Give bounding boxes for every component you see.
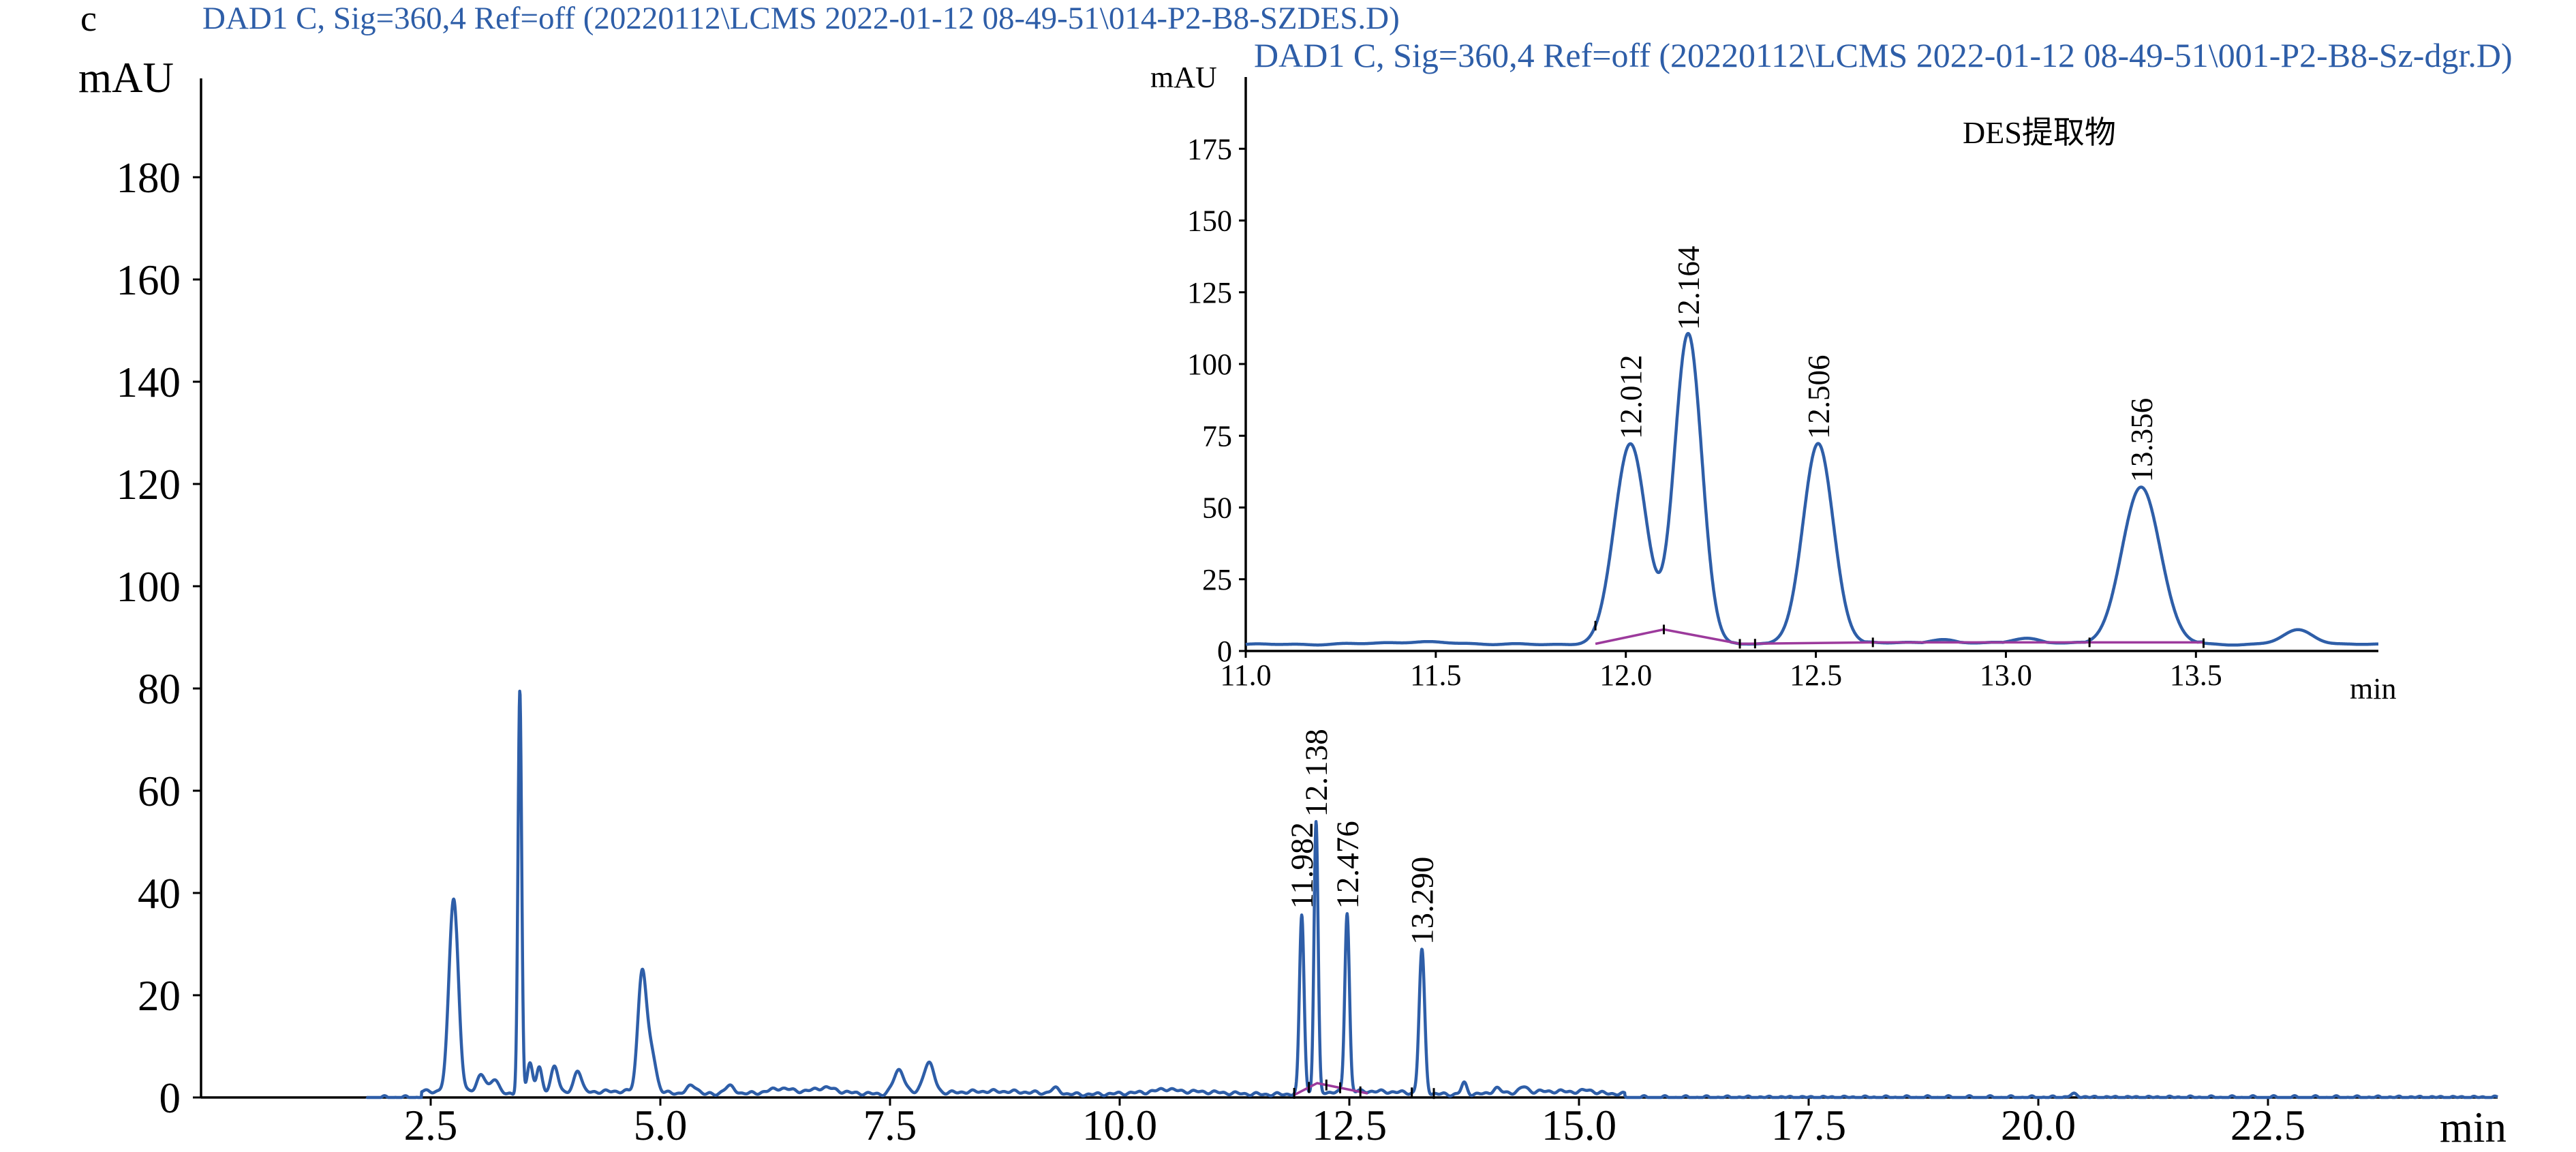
y-tick-label: 175 bbox=[1187, 132, 1232, 166]
main-chromatogram-trace bbox=[365, 689, 2499, 1100]
x-tick-label: 13.5 bbox=[2170, 658, 2222, 692]
peak-retention-label: 12.138 bbox=[1299, 729, 1334, 817]
x-tick-label: 7.5 bbox=[863, 1102, 917, 1149]
y-tick-label: 125 bbox=[1187, 276, 1232, 309]
inset-x-ticks: 11.0 11.5 12.0 12.5 13.0 13.5 bbox=[1220, 651, 2222, 692]
y-tick-label: 100 bbox=[1187, 348, 1232, 381]
inset-peak-labels: 12.012 12.164 12.506 13.356 bbox=[1614, 246, 2159, 483]
y-tick-label: 160 bbox=[117, 256, 181, 304]
x-tick-label: 2.5 bbox=[404, 1102, 458, 1149]
y-tick-label: 120 bbox=[117, 461, 181, 509]
main-y-ticks: 0 20 40 60 80 100 120 140 160 180 bbox=[117, 154, 201, 1122]
x-tick-label: 11.5 bbox=[1410, 658, 1461, 692]
inset-y-unit-label: mAU bbox=[1150, 61, 1217, 94]
y-tick-label: 150 bbox=[1187, 204, 1232, 238]
inset-chromatogram: DAD1 C, Sig=360,4 Ref=off (20220112\LCMS… bbox=[1150, 36, 2513, 706]
peak-retention-label: 12.164 bbox=[1672, 246, 1706, 331]
peak-retention-label: 13.356 bbox=[2125, 398, 2159, 483]
y-tick-label: 40 bbox=[138, 870, 181, 918]
y-tick-label: 100 bbox=[117, 563, 181, 611]
x-tick-label: 5.0 bbox=[634, 1102, 688, 1149]
peak-retention-label: 12.012 bbox=[1614, 355, 1648, 440]
main-x-ticks: 2.5 5.0 7.5 10.0 12.5 15.0 17.5 20.0 22.5 bbox=[404, 1097, 2305, 1149]
y-tick-label: 80 bbox=[138, 665, 181, 713]
x-tick-label: 13.0 bbox=[1980, 658, 2032, 692]
peak-retention-label: 13.290 bbox=[1405, 857, 1440, 945]
x-tick-label: 12.5 bbox=[1790, 658, 1842, 692]
x-tick-label: 10.0 bbox=[1082, 1102, 1157, 1149]
y-tick-label: 25 bbox=[1202, 563, 1232, 596]
x-tick-label: 20.0 bbox=[2001, 1102, 2076, 1149]
x-tick-label: 11.0 bbox=[1220, 658, 1271, 692]
x-tick-label: 22.5 bbox=[2230, 1102, 2305, 1149]
inset-y-ticks: 0 25 50 75 100 125 150 175 bbox=[1187, 132, 1246, 668]
inset-integration-baseline bbox=[1595, 628, 2204, 646]
y-tick-label: 75 bbox=[1202, 419, 1232, 453]
inset-annotation: DES提取物 bbox=[1963, 115, 2116, 150]
panel-label: c bbox=[80, 0, 97, 39]
main-y-unit-label: mAU bbox=[78, 54, 174, 102]
x-tick-label: 15.0 bbox=[1542, 1102, 1616, 1149]
main-chromatogram: c DAD1 C, Sig=360,4 Ref=off (20220112\LC… bbox=[78, 0, 2506, 1151]
main-integration-marks bbox=[1293, 1079, 1435, 1100]
main-integration-baseline bbox=[1293, 1082, 1368, 1096]
y-tick-label: 60 bbox=[138, 768, 181, 815]
y-tick-label: 140 bbox=[117, 359, 181, 406]
x-tick-label: 12.5 bbox=[1312, 1102, 1387, 1149]
inset-x-unit-label: min bbox=[2350, 672, 2396, 706]
x-tick-label: 17.5 bbox=[1771, 1102, 1846, 1149]
inset-chart-title: DAD1 C, Sig=360,4 Ref=off (20220112\LCMS… bbox=[1254, 36, 2513, 74]
peak-retention-label: 11.982 bbox=[1285, 822, 1320, 909]
y-tick-label: 20 bbox=[138, 972, 181, 1020]
main-chart-title: DAD1 C, Sig=360,4 Ref=off (20220112\LCMS… bbox=[202, 1, 1400, 36]
main-peak-labels: 11.982 12.138 12.476 13.290 bbox=[1285, 729, 1440, 945]
y-tick-label: 0 bbox=[1217, 635, 1232, 668]
inset-integration-marks bbox=[1594, 620, 2205, 649]
peak-retention-label: 12.506 bbox=[1802, 355, 1836, 440]
y-tick-label: 0 bbox=[159, 1074, 181, 1122]
x-tick-label: 12.0 bbox=[1599, 658, 1652, 692]
y-tick-label: 180 bbox=[117, 154, 181, 202]
main-x-unit-label: min bbox=[2440, 1104, 2506, 1151]
peak-retention-label: 12.476 bbox=[1330, 821, 1366, 909]
inset-chromatogram-trace bbox=[1244, 331, 2380, 647]
y-tick-label: 50 bbox=[1202, 491, 1232, 525]
